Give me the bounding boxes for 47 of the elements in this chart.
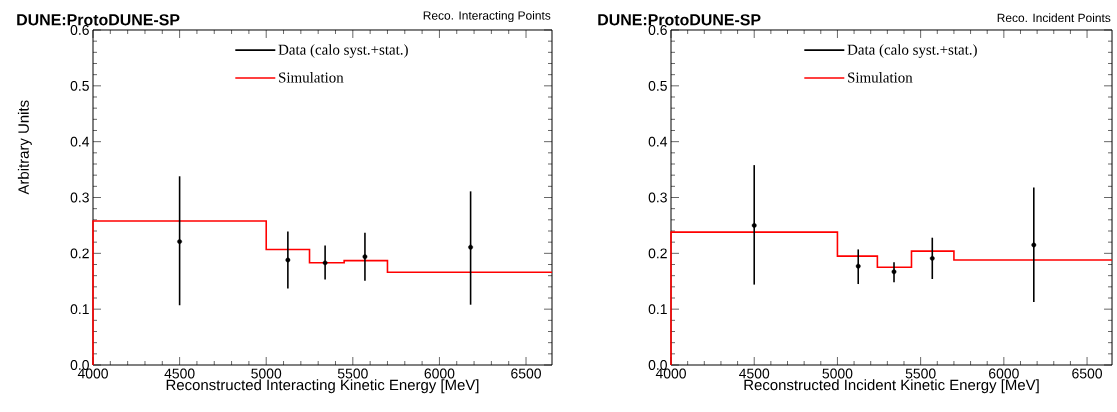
y-tick-label: 0.6 [648,25,667,35]
x-axis-title: Reconstructed Incident Kinetic Energy [MeV] [744,379,1039,394]
legend-label: Simulation [279,72,344,83]
point [929,255,935,261]
y-tick-label: 0.5 [70,80,89,91]
x-tick-label: 5500 [905,368,936,379]
x-tick-label: 5000 [251,368,282,379]
x-tick-label: 6500 [1072,368,1103,379]
y-axis-title: Arbitrary Units [17,100,32,195]
x-tick-label: 4500 [164,368,195,379]
y-tick-label: 0.6 [70,25,89,35]
legend-label: Data (calo syst.+stat.) [278,44,408,58]
y-tick-label: 0.0 [70,360,89,370]
y-tick-label: 0.0 [648,360,667,370]
x-tick-label: 6000 [989,368,1019,379]
x-tick-label: 6000 [424,368,455,379]
point [751,223,757,228]
chart-subtitle: Reco. Interacting Points [423,10,551,23]
point [362,254,368,260]
x-tick-label: 5500 [337,368,368,379]
chart-subtitle: Reco. Incident Points [997,13,1111,23]
point [177,239,182,244]
point [468,244,473,250]
legend-label: Simulation [848,72,913,83]
x-tick-label: 4000 [77,368,108,379]
y-tick-label: 0.2 [70,248,89,259]
y-tick-label: 0.2 [648,248,667,259]
point [855,263,861,269]
point [891,269,897,275]
x-axis-title: Reconstructed Interacting Kinetic Energy [MeV] [166,379,479,394]
y-tick-label: 0.4 [648,136,668,147]
x-tick-label: 4500 [739,368,770,379]
x-tick-label: 6500 [511,368,541,379]
chart-title: DUNE:ProtoDUNE-SP [598,14,761,26]
x-tick-label: 4000 [655,368,686,379]
point [1031,242,1037,248]
y-tick-label: 0.1 [70,304,89,315]
x-tick-label: 5000 [822,368,853,379]
y-tick-label: 0.4 [70,136,90,147]
point [285,257,291,263]
chart-title: DUNE:ProtoDUNE-SP [17,14,180,26]
y-tick-label: 0.1 [648,304,667,315]
legend-label: Data (calo syst.+stat.) [847,44,977,58]
y-tick-label: 0.3 [70,192,89,203]
y-tick-label: 0.5 [648,80,667,91]
point [322,260,328,266]
y-tick-label: 0.3 [648,192,667,203]
